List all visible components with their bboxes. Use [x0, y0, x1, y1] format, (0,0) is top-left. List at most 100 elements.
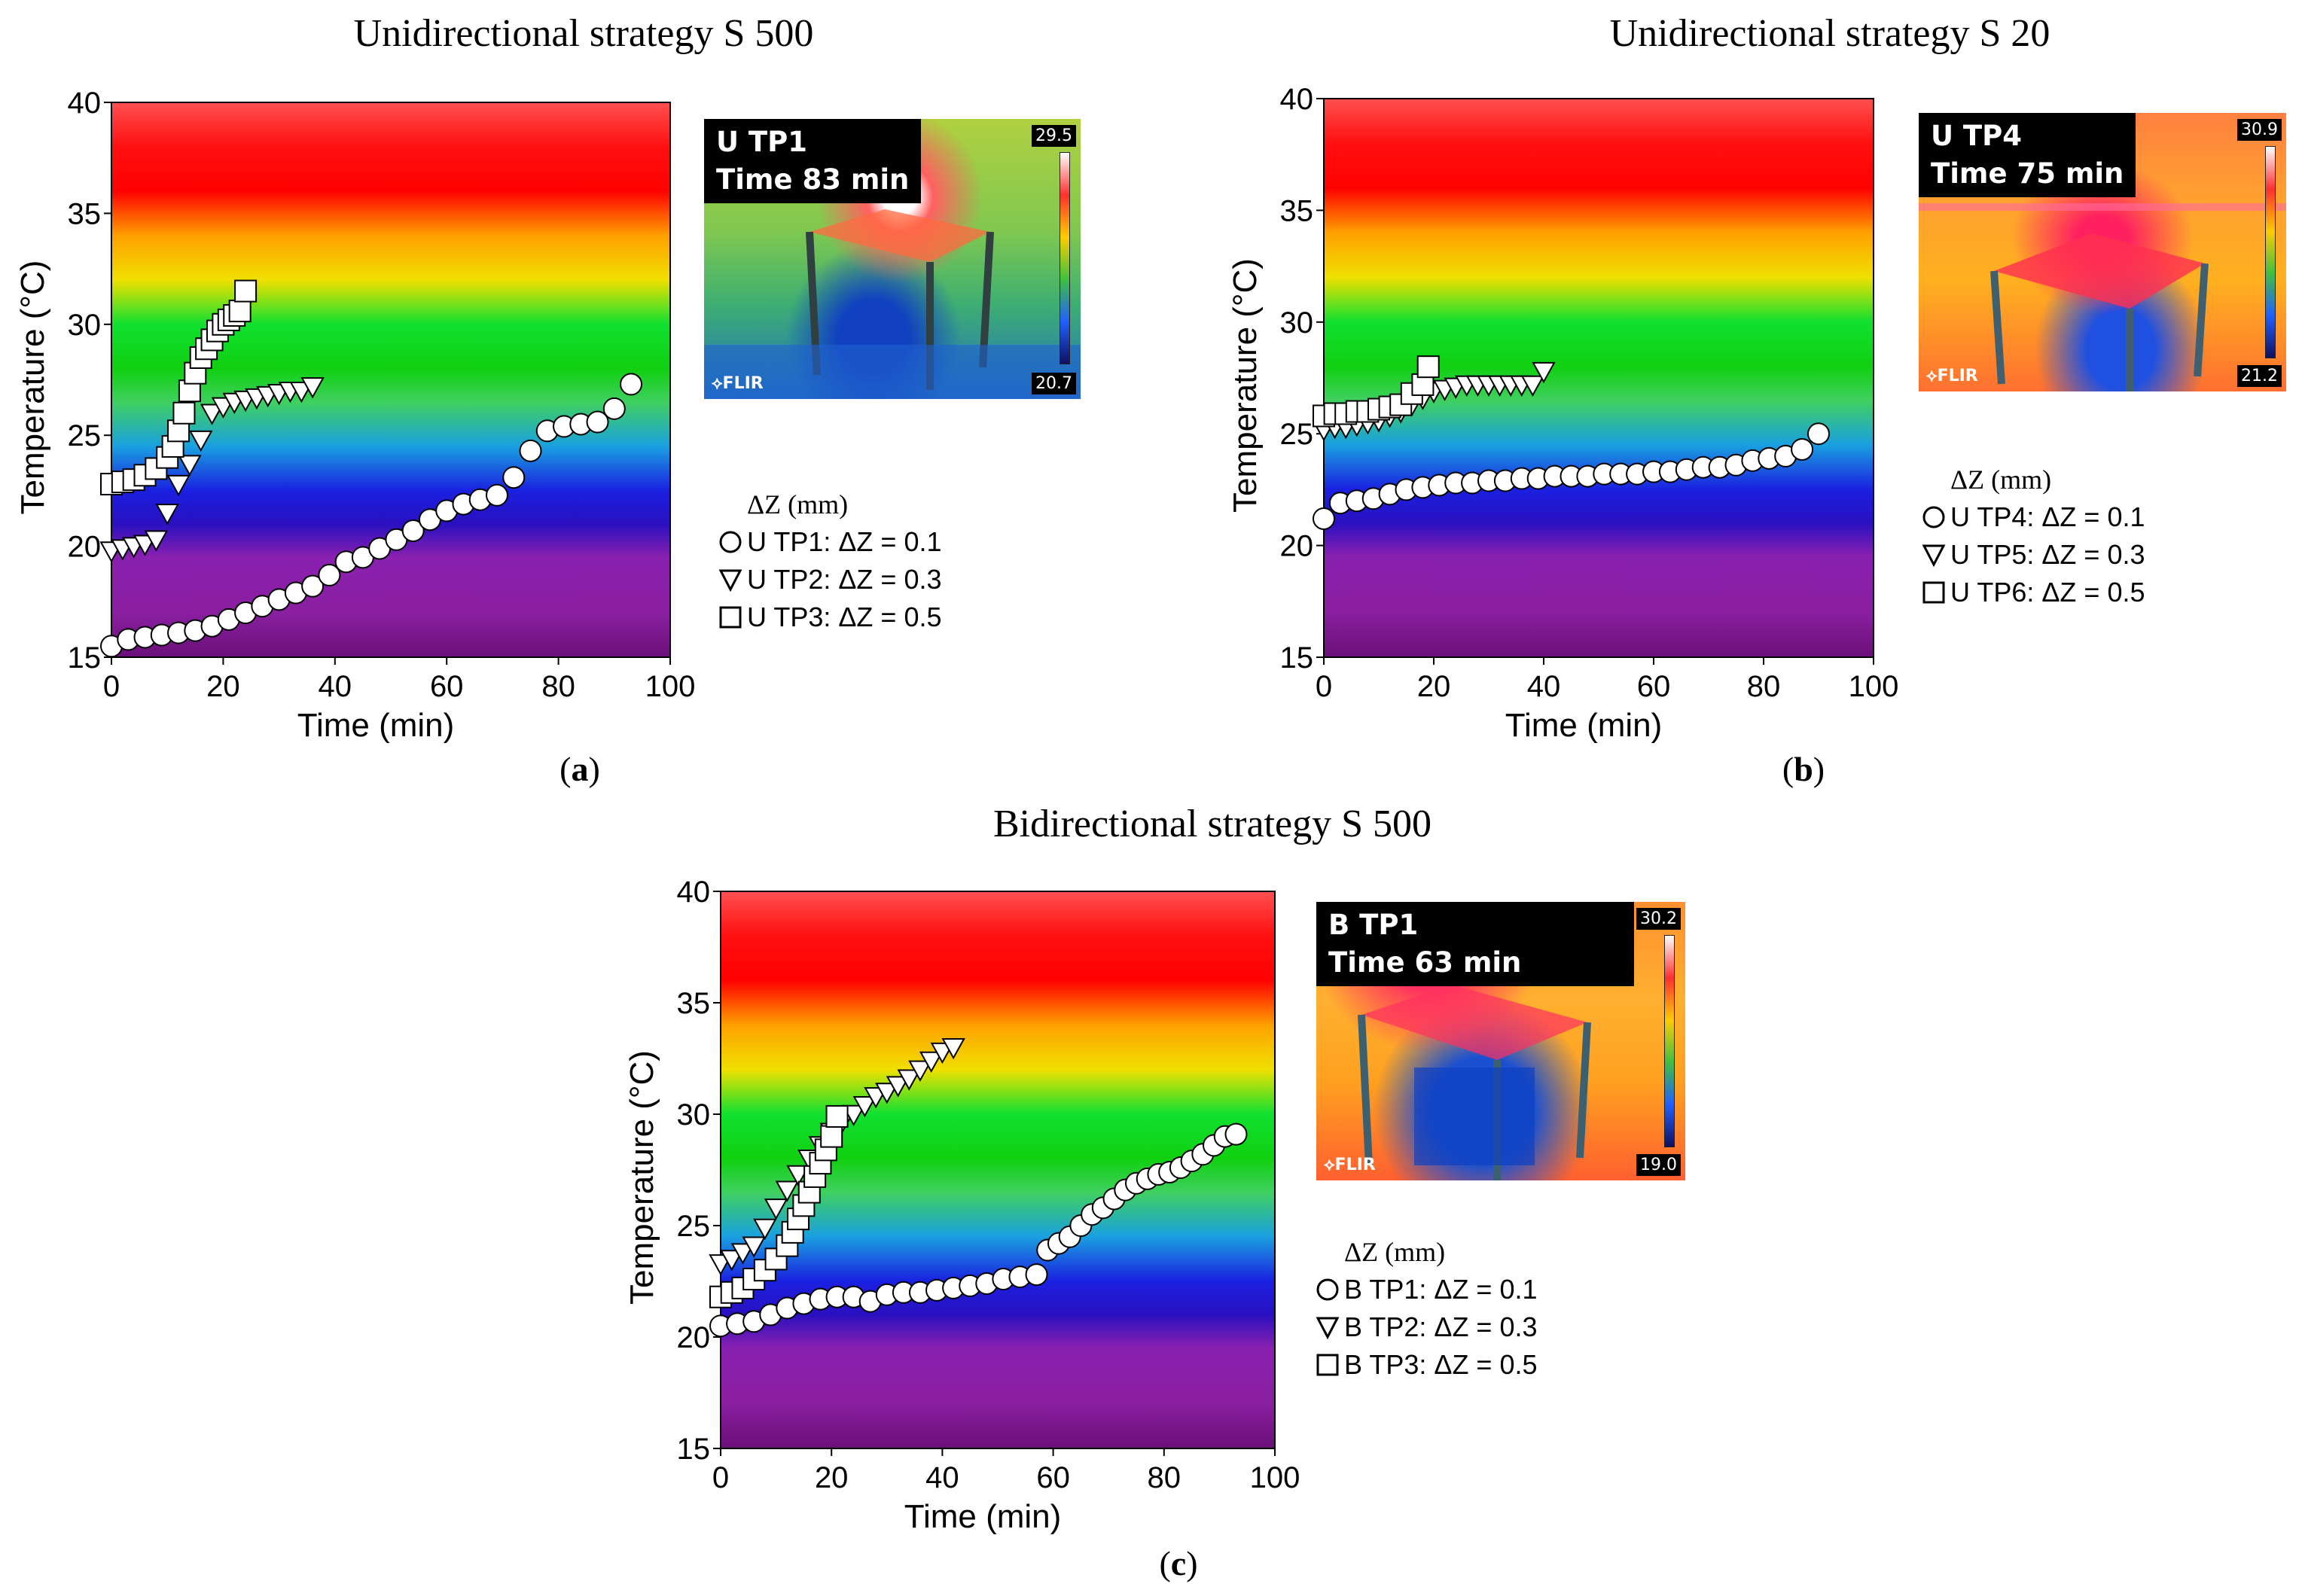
thermal-a-label: U TP1 Time 83 min: [704, 119, 922, 203]
x-tick-label: 80: [1148, 1461, 1181, 1494]
data-point-triangle: [886, 1076, 910, 1098]
plot-frame: [1323, 98, 1874, 658]
thermal-b-scale-max: 30.9: [2237, 119, 2282, 141]
y-tick-label: 25: [677, 1210, 711, 1243]
data-point-triangle: [875, 1083, 899, 1104]
triangle-down-marker-icon: [717, 566, 744, 593]
legend-b-item-2: U TP5: ΔZ = 0.3: [1920, 536, 2145, 574]
data-point-circle: [620, 373, 643, 396]
panel-b-title: Unidirectional strategy S 20: [1609, 12, 2050, 55]
y-axis-label: Temperature (°C): [14, 260, 51, 515]
data-point-triangle: [178, 455, 202, 477]
y-tick-label: 35: [68, 197, 102, 230]
thermal-a-label-line2: Time 83 min: [716, 163, 910, 196]
data-point-circle: [502, 466, 526, 489]
thermal-b-scale-min: 21.2: [2237, 365, 2282, 387]
data-point-circle: [301, 574, 325, 598]
data-point-triangle: [166, 474, 191, 497]
thermal-a-scale-max: 29.5: [1032, 125, 1076, 147]
panel-c-title: Bidirectional strategy S 500: [992, 803, 1432, 845]
data-point-square: [1416, 355, 1440, 379]
data-point-square: [234, 279, 258, 303]
data-point-circle: [1313, 507, 1335, 530]
legend-c-item-1-label: B TP1: ΔZ = 0.1: [1344, 1274, 1538, 1305]
y-tick-label: 30: [677, 1098, 711, 1132]
thermal-b-label-line1: U TP4: [1931, 120, 2023, 152]
data-point-triangle: [753, 1218, 777, 1241]
x-tick-label: 20: [815, 1461, 849, 1494]
y-tick-label: 30: [68, 309, 102, 342]
thermal-c-label: B TP1 Time 63 min: [1316, 902, 1634, 986]
legend-a-item-3: U TP3: ΔZ = 0.5: [717, 598, 942, 636]
data-point-triangle: [144, 530, 169, 552]
series-triangle-down: [99, 377, 325, 563]
series-circle: [100, 373, 643, 658]
thermal-scene-a: [704, 209, 1081, 399]
caption-c: (c): [1159, 1544, 1198, 1582]
x-tick-label: 60: [430, 670, 464, 703]
data-point-triangle: [852, 1095, 877, 1118]
thermal-image-b: U TP4 Time 75 min 30.9 21.2 ⟡FLIR: [1919, 113, 2286, 391]
thermal-a-colorbar: [1060, 152, 1070, 364]
data-point-circle: [1807, 422, 1830, 446]
data-point-circle: [1791, 437, 1814, 461]
legend-c-item-2: B TP2: ΔZ = 0.3: [1314, 1308, 1538, 1346]
thermal-c-scale-min: 19.0: [1636, 1154, 1681, 1176]
thermal-c-label-line2: Time 63 min: [1328, 946, 1522, 979]
x-tick-label: 100: [1250, 1461, 1300, 1494]
thermal-scene-c: [1358, 985, 1591, 1180]
data-point-triangle: [742, 1236, 766, 1258]
y-tick-label: 25: [1280, 418, 1314, 451]
legend-a-title: ΔZ (mm): [747, 489, 849, 519]
plot-frame: [111, 102, 671, 658]
panel-a-title: Unidirectional strategy S 500: [353, 12, 814, 55]
thermal-a-label-line1: U TP1: [716, 126, 808, 158]
y-tick-label: 40: [677, 876, 711, 909]
legend-c-item-3: B TP3: ΔZ = 0.5: [1314, 1346, 1538, 1384]
legend-a-item-2-label: U TP2: ΔZ = 0.3: [747, 564, 942, 595]
y-tick-label: 20: [1280, 530, 1314, 563]
data-point-triangle: [897, 1069, 921, 1091]
circle-marker-icon: [717, 528, 744, 556]
series-square: [709, 1104, 849, 1308]
thermal-c-scale-max: 30.2: [1636, 908, 1681, 930]
legend-b-item-2-label: U TP5: ΔZ = 0.3: [1950, 539, 2145, 570]
x-tick-label: 0: [103, 670, 120, 703]
legend-a-item-3-label: U TP3: ΔZ = 0.5: [747, 602, 942, 632]
x-tick-label: 0: [1316, 670, 1332, 703]
flir-logo-a: ⟡FLIR: [712, 374, 764, 393]
data-point-triangle: [841, 1104, 866, 1127]
x-tick-label: 0: [712, 1461, 729, 1494]
plot-background: [1324, 99, 1874, 657]
square-marker-icon: [717, 604, 744, 631]
series-circle: [1313, 422, 1830, 530]
y-tick-label: 15: [1280, 641, 1314, 675]
data-point-circle: [1025, 1263, 1048, 1287]
series-square: [1313, 355, 1440, 428]
data-point-circle: [602, 397, 626, 420]
data-point-square: [825, 1104, 849, 1128]
y-axis-label: Temperature (°C): [1227, 258, 1264, 513]
y-tick-label: 15: [677, 1433, 711, 1466]
data-point-square: [172, 401, 196, 425]
circle-marker-icon: [1314, 1276, 1341, 1303]
x-tick-label: 100: [645, 670, 696, 703]
data-point-circle: [485, 483, 508, 507]
x-tick-label: 100: [1849, 670, 1899, 703]
y-tick-label: 40: [1280, 83, 1314, 116]
thermal-c-colorbar: [1664, 935, 1675, 1147]
data-point-triangle: [730, 1243, 755, 1265]
flir-logo-c: ⟡FLIR: [1324, 1156, 1376, 1174]
data-point-triangle: [919, 1051, 944, 1074]
data-point-triangle: [720, 1250, 744, 1272]
plot-frame: [720, 891, 1276, 1449]
x-axis-label: Time (min): [297, 707, 455, 744]
data-point-circle: [1224, 1122, 1248, 1146]
data-point-triangle: [941, 1038, 965, 1060]
data-point-circle: [586, 410, 609, 434]
square-marker-icon: [1920, 579, 1947, 606]
legend-c: ΔZ (mm) B TP1: ΔZ = 0.1 B TP2: ΔZ = 0.3 …: [1314, 1233, 1538, 1384]
x-tick-label: 80: [1747, 670, 1781, 703]
data-point-circle: [401, 519, 425, 542]
data-point-circle: [519, 439, 542, 462]
